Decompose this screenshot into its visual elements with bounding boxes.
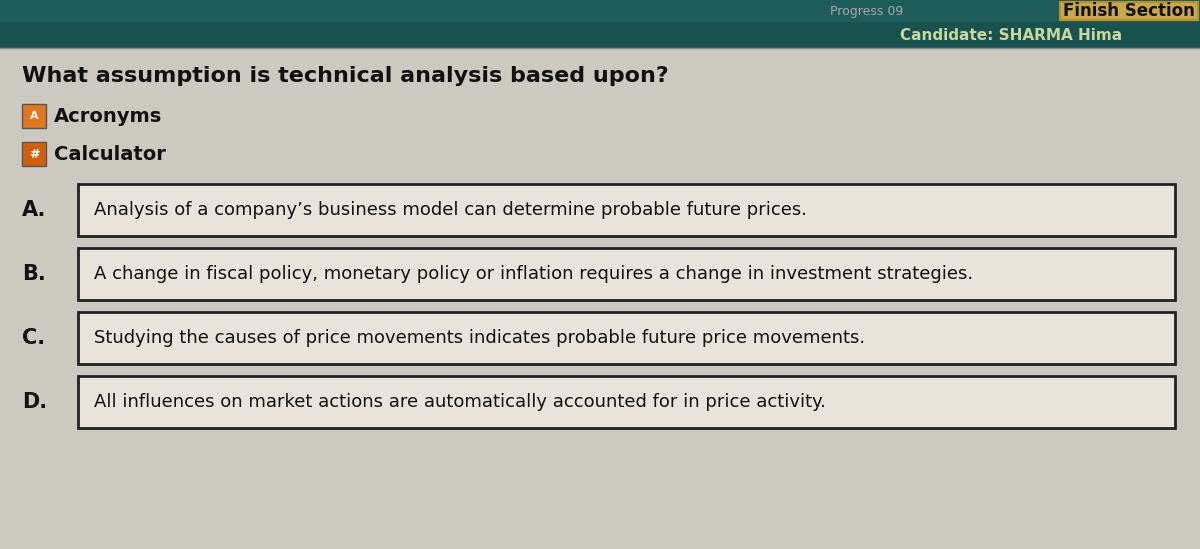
Text: Studying the causes of price movements indicates probable future price movements: Studying the causes of price movements i…	[94, 329, 865, 347]
Text: D.: D.	[22, 392, 47, 412]
Text: Progress 09: Progress 09	[830, 4, 904, 18]
Bar	[80, 186, 1177, 238]
Bar	[78, 184, 1175, 236]
Text: A: A	[30, 111, 38, 121]
Bar	[78, 376, 1175, 428]
Text: Candidate: SHARMA Hima: Candidate: SHARMA Hima	[900, 27, 1122, 42]
Text: What assumption is technical analysis based upon?: What assumption is technical analysis ba…	[22, 66, 668, 86]
Text: Finish Section: Finish Section	[1063, 2, 1195, 20]
Bar	[0, 0, 1200, 22]
Bar	[22, 104, 46, 128]
Text: A.: A.	[22, 200, 47, 220]
Text: All influences on market actions are automatically accounted for in price activi: All influences on market actions are aut…	[94, 393, 826, 411]
Text: Acronyms: Acronyms	[54, 107, 162, 126]
Bar	[80, 250, 1177, 302]
Text: Analysis of a company’s business model can determine probable future prices.: Analysis of a company’s business model c…	[94, 201, 808, 219]
Bar	[78, 248, 1175, 300]
Bar	[80, 314, 1177, 366]
Text: B.: B.	[22, 264, 46, 284]
Bar	[0, 22, 1200, 48]
Bar	[22, 142, 46, 166]
Text: C.: C.	[22, 328, 46, 348]
Bar	[80, 378, 1177, 430]
Text: A change in fiscal policy, monetary policy or inflation requires a change in inv: A change in fiscal policy, monetary poli…	[94, 265, 973, 283]
Text: Calculator: Calculator	[54, 144, 166, 164]
Bar	[78, 312, 1175, 364]
Text: #: #	[29, 148, 40, 160]
Bar	[1060, 2, 1198, 20]
